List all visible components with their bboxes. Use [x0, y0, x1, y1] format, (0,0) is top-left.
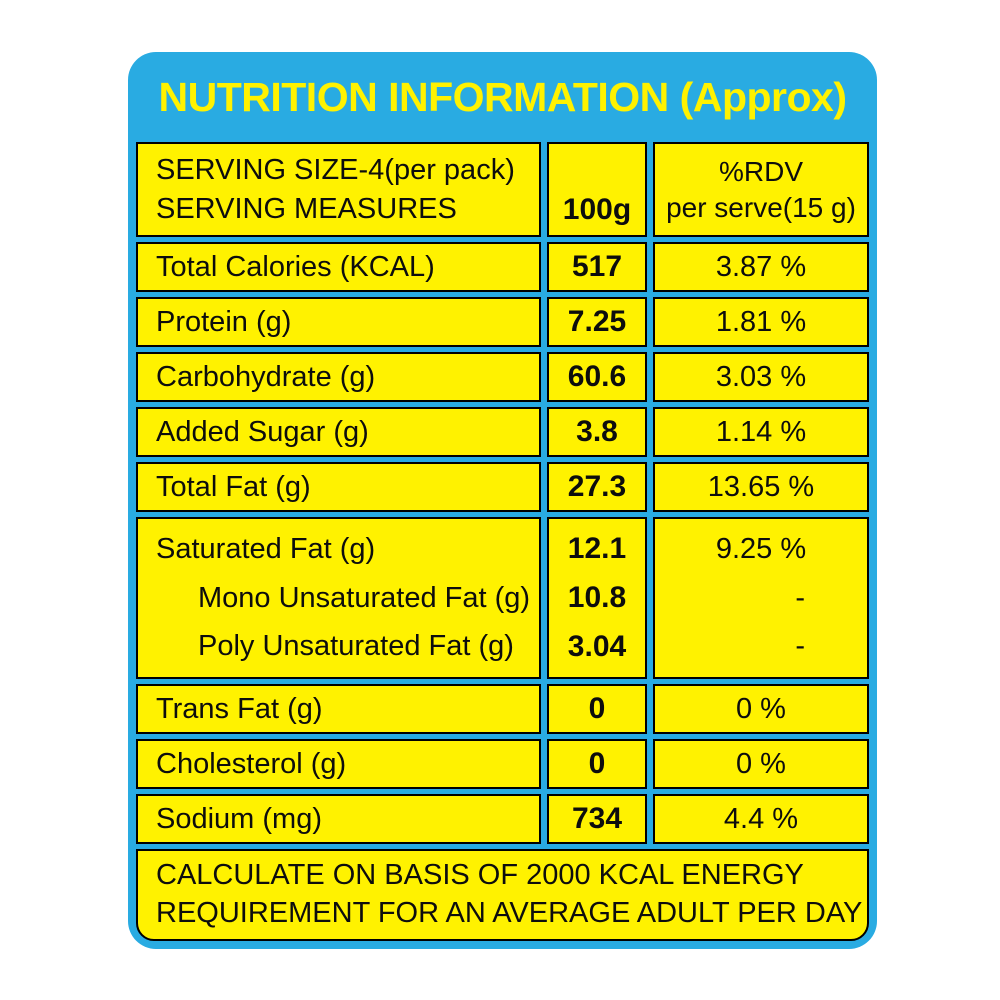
nutrient-label: Added Sugar (g)	[136, 407, 541, 457]
nutrient-value-100g: 517	[547, 242, 647, 292]
nutrient-rdv: 3.87 %	[653, 242, 869, 292]
nutrient-value-100g: 7.25	[547, 297, 647, 347]
nutrient-label: Carbohydrate (g)	[136, 352, 541, 402]
nutrient-rdv: 0 %	[653, 739, 869, 789]
column-header-100g: 100g	[547, 142, 647, 237]
table-row-carbohydrate: Carbohydrate (g) 60.6 3.03 %	[136, 352, 869, 402]
nutrient-label: Sodium (mg)	[136, 794, 541, 844]
panel-title: NUTRITION INFORMATION (Approx)	[158, 73, 848, 120]
rdv-serve-text: per serve(15 g)	[666, 191, 856, 223]
footer-row: CALCULATE ON BASIS OF 2000 KCAL ENERGY R…	[136, 849, 869, 941]
nutrient-value-100g: 3.8	[547, 407, 647, 457]
fat-rdv-cell: 9.25 % - -	[653, 517, 869, 679]
nutrient-rdv: 9.25 %	[715, 532, 807, 565]
serving-measures-text: SERVING MEASURES	[156, 192, 457, 225]
nutrient-value-100g: 734	[547, 794, 647, 844]
table-header-row: SERVING SIZE-4(per pack) SERVING MEASURE…	[136, 142, 869, 237]
nutrient-value-100g: 0	[547, 684, 647, 734]
nutrient-label: Mono Unsaturated Fat (g)	[198, 581, 531, 614]
nutrient-label: Poly Unsaturated Fat (g)	[198, 630, 514, 663]
nutrient-value-100g: 0	[547, 739, 647, 789]
column-header-rdv: %RDV per serve(15 g)	[653, 142, 869, 237]
table-row-cholesterol: Cholesterol (g) 0 0 %	[136, 739, 869, 789]
nutrient-value-100g: 60.6	[547, 352, 647, 402]
nutrient-value-100g: 3.04	[567, 629, 627, 663]
serving-size-text: SERVING SIZE-4(per pack)	[156, 154, 515, 187]
footer-note: CALCULATE ON BASIS OF 2000 KCAL ENERGY R…	[136, 849, 869, 941]
table-row-total-calories: Total Calories (KCAL) 517 3.87 %	[136, 242, 869, 292]
table-row-added-sugar: Added Sugar (g) 3.8 1.14 %	[136, 407, 869, 457]
nutrient-label: Cholesterol (g)	[136, 739, 541, 789]
nutrient-label: Protein (g)	[136, 297, 541, 347]
table-row-protein: Protein (g) 7.25 1.81 %	[136, 297, 869, 347]
title-band: NUTRITION INFORMATION (Approx)	[128, 52, 877, 142]
nutrition-label-panel: NUTRITION INFORMATION (Approx) SERVING S…	[128, 52, 877, 949]
nutrient-value-100g: 12.1	[567, 532, 627, 566]
nutrient-value-100g: 27.3	[547, 462, 647, 512]
serving-header-cell: SERVING SIZE-4(per pack) SERVING MEASURE…	[136, 142, 541, 237]
fat-values-cell: 12.1 10.8 3.04	[547, 517, 647, 679]
rdv-header-text: %RDV	[718, 155, 803, 187]
nutrient-label: Total Fat (g)	[136, 462, 541, 512]
nutrient-rdv: 0 %	[653, 684, 869, 734]
table-row-trans-fat: Trans Fat (g) 0 0 %	[136, 684, 869, 734]
table-row-sodium: Sodium (mg) 734 4.4 %	[136, 794, 869, 844]
nutrient-rdv: -	[795, 581, 805, 614]
footer-note-line2: REQUIREMENT FOR AN AVERAGE ADULT PER DAY	[156, 897, 863, 929]
fat-labels-cell: Saturated Fat (g) Mono Unsaturated Fat (…	[136, 517, 541, 679]
nutrient-label: Total Calories (KCAL)	[136, 242, 541, 292]
fat-detail-block: Saturated Fat (g) Mono Unsaturated Fat (…	[136, 517, 869, 679]
nutrient-rdv: 4.4 %	[653, 794, 869, 844]
nutrient-rdv: 13.65 %	[653, 462, 869, 512]
nutrient-rdv: -	[795, 630, 805, 663]
nutrient-label: Saturated Fat (g)	[156, 532, 376, 565]
nutrient-value-100g: 10.8	[567, 581, 627, 614]
table-row-total-fat: Total Fat (g) 27.3 13.65 %	[136, 462, 869, 512]
nutrition-table: SERVING SIZE-4(per pack) SERVING MEASURE…	[128, 142, 877, 949]
nutrient-rdv: 1.14 %	[653, 407, 869, 457]
nutrient-rdv: 1.81 %	[653, 297, 869, 347]
footer-note-line1: CALCULATE ON BASIS OF 2000 KCAL ENERGY	[156, 859, 804, 892]
nutrient-rdv: 3.03 %	[653, 352, 869, 402]
nutrient-label: Trans Fat (g)	[136, 684, 541, 734]
